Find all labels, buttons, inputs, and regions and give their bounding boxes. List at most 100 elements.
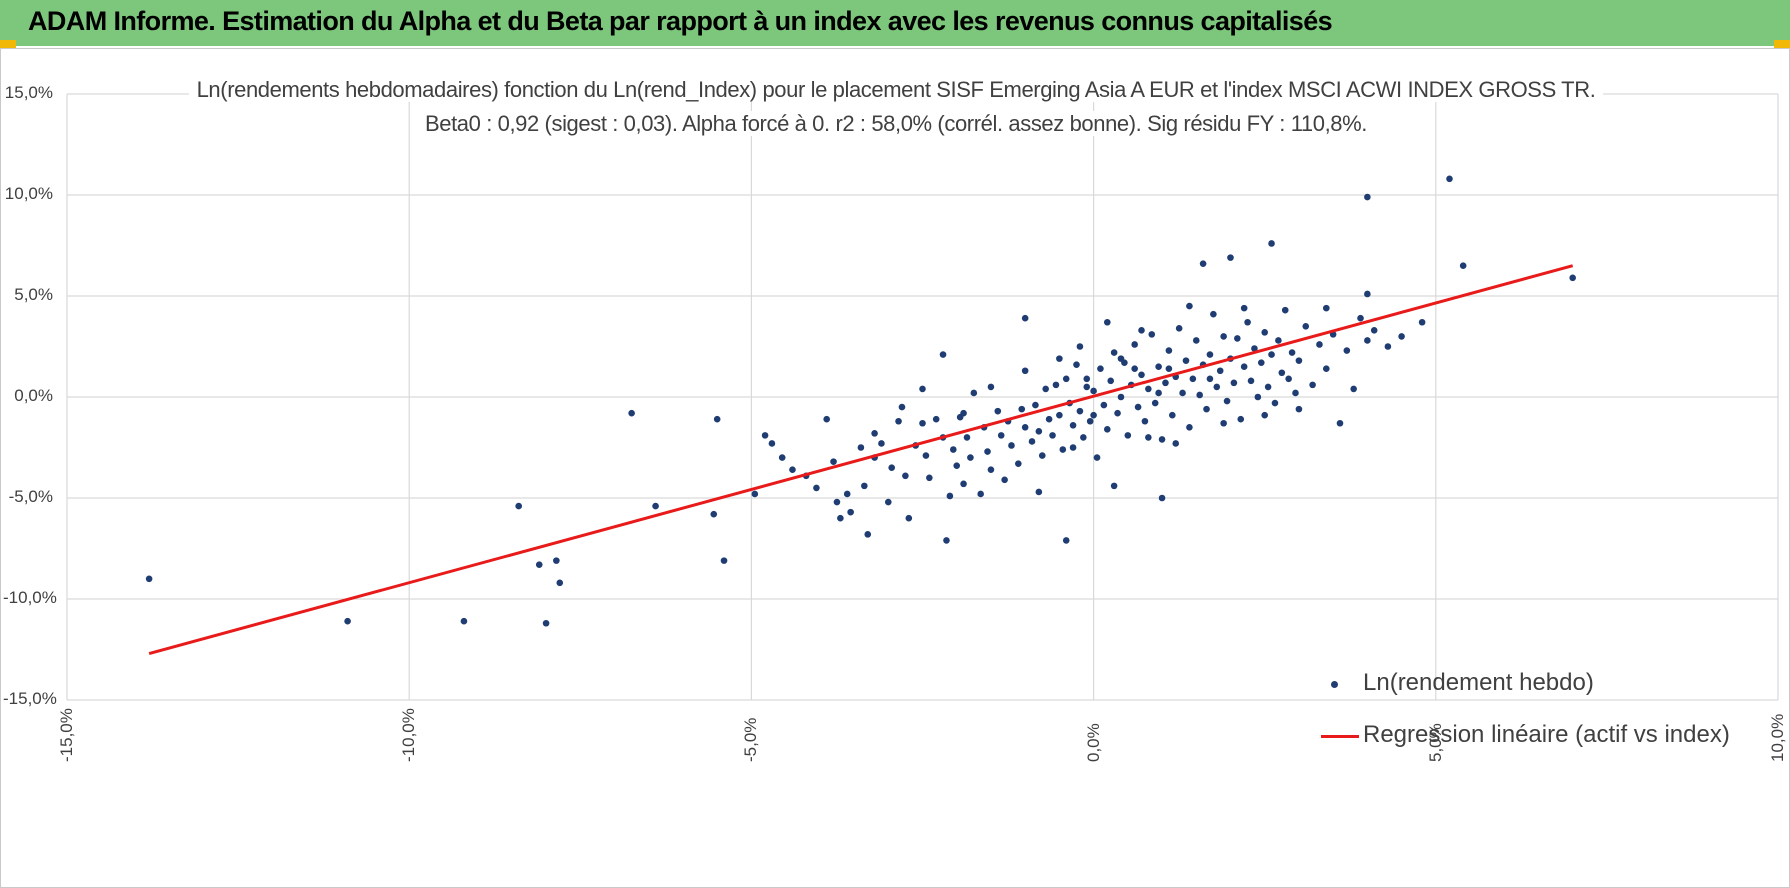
data-point: [1418, 318, 1426, 326]
x-tick-label: 10,0%: [1768, 713, 1787, 762]
data-point: [1138, 327, 1145, 334]
data-point: [713, 415, 721, 423]
data-point: [1090, 387, 1097, 395]
data-point: [710, 510, 718, 518]
data-point: [1336, 419, 1344, 427]
data-point: [1021, 314, 1029, 322]
data-point: [1569, 274, 1576, 282]
data-point: [833, 498, 841, 506]
data-point: [861, 482, 868, 490]
data-point: [1103, 426, 1111, 433]
report-header: ADAM Informe. Estimation du Alpha et du …: [0, 0, 1790, 46]
data-point: [1015, 460, 1022, 467]
data-point: [1069, 444, 1077, 451]
data-point: [1261, 329, 1268, 336]
data-point: [1240, 363, 1248, 371]
data-point: [1158, 494, 1166, 502]
y-tick-label: -5,0%: [8, 487, 53, 506]
data-point: [1021, 424, 1029, 431]
chart-title-line1: Ln(rendements hebdomadaires) fonction du…: [188, 77, 1604, 102]
data-point: [1220, 419, 1227, 427]
data-point: [960, 480, 967, 488]
data-point: [1227, 254, 1234, 261]
data-point: [789, 466, 796, 474]
data-point: [984, 448, 991, 455]
data-point: [1165, 347, 1173, 354]
data-point: [145, 575, 153, 583]
data-point: [1148, 331, 1156, 338]
data-point: [1357, 314, 1364, 322]
data-point: [515, 502, 523, 510]
data-point: [1107, 377, 1115, 385]
data-point: [994, 407, 1002, 415]
y-tick-label: 10,0%: [4, 184, 53, 203]
data-point: [1134, 403, 1142, 411]
data-point: [1086, 417, 1094, 425]
data-point: [1384, 343, 1392, 350]
data-point: [895, 417, 902, 425]
data-point: [1073, 361, 1080, 368]
data-point: [1186, 302, 1193, 310]
data-point: [970, 389, 978, 397]
data-point: [1459, 262, 1467, 269]
data-point: [967, 454, 974, 461]
data-point: [542, 619, 550, 627]
data-point: [1141, 417, 1149, 425]
data-point: [1220, 333, 1227, 340]
data-point: [1035, 428, 1043, 435]
data-point: [949, 446, 957, 453]
data-point: [1213, 383, 1221, 391]
data-point: [1110, 482, 1118, 490]
data-point: [1076, 343, 1084, 350]
data-point: [1189, 375, 1197, 383]
data-point: [1035, 488, 1043, 496]
data-point: [1062, 537, 1070, 544]
data-point: [1281, 306, 1289, 314]
data-point: [1223, 397, 1231, 405]
legend-dot-marker: [1331, 681, 1338, 688]
data-point: [1155, 389, 1162, 397]
legend-line-marker: [1321, 735, 1359, 738]
data-point: [919, 385, 926, 393]
data-point: [932, 415, 940, 423]
data-point: [1100, 401, 1108, 409]
data-point: [1206, 351, 1214, 358]
corner-marker-right: [1774, 40, 1790, 48]
data-point: [919, 419, 926, 427]
scatter-chart: Ln(rendements hebdomadaires) fonction du…: [0, 48, 1790, 888]
y-tick-label: 0,0%: [14, 386, 53, 405]
data-point: [1203, 405, 1210, 413]
data-point: [1008, 442, 1015, 449]
data-point: [1251, 345, 1258, 352]
data-point: [1186, 424, 1193, 431]
data-point: [1117, 355, 1125, 362]
y-tick-label: 5,0%: [14, 285, 53, 304]
data-point: [1182, 357, 1190, 364]
y-tick-label: 15,0%: [4, 83, 53, 102]
data-point: [1264, 383, 1272, 391]
data-point: [1275, 337, 1282, 344]
data-point: [1145, 385, 1152, 393]
data-point: [902, 472, 909, 480]
regression-line: [148, 264, 1574, 655]
data-point: [1001, 476, 1008, 484]
data-point: [1028, 438, 1036, 445]
data-point: [1021, 367, 1029, 375]
data-point: [1350, 385, 1357, 393]
data-point: [1446, 175, 1453, 183]
data-point: [344, 617, 351, 625]
data-point: [1343, 347, 1351, 354]
data-point: [871, 430, 878, 437]
data-point: [1155, 363, 1162, 371]
data-point: [1179, 389, 1186, 397]
data-point: [1056, 411, 1063, 419]
data-point: [1216, 367, 1224, 375]
data-point: [1083, 375, 1091, 383]
data-point: [1172, 440, 1180, 447]
data-point: [1288, 349, 1296, 356]
data-point: [888, 464, 896, 472]
data-point: [1295, 357, 1303, 364]
data-point: [1175, 325, 1183, 332]
data-point: [1257, 359, 1265, 366]
data-point: [1138, 371, 1145, 379]
